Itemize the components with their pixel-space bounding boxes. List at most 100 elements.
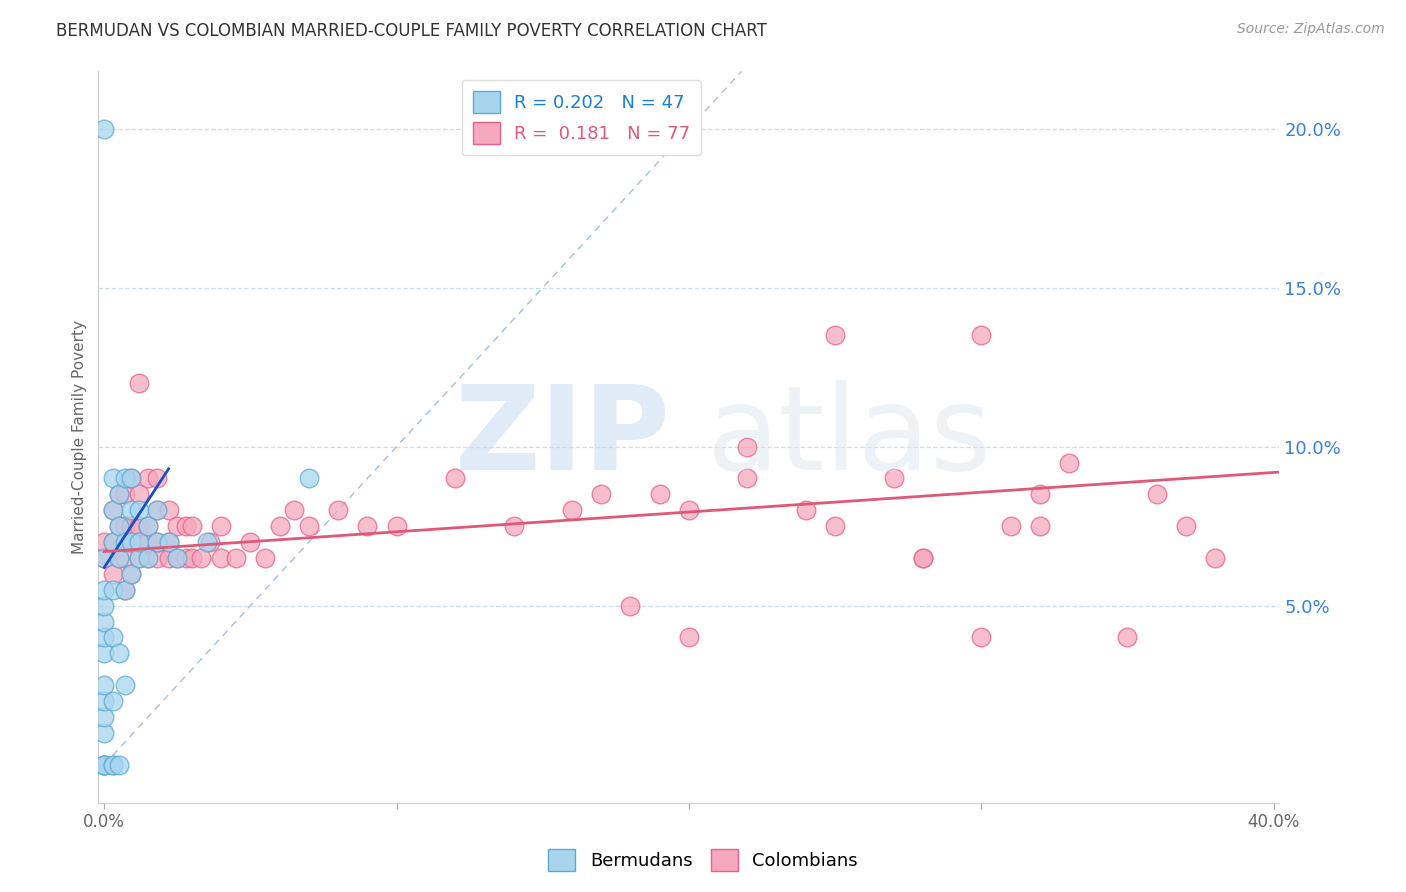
Point: [101, 566, 124, 581]
Point: [120, 471, 142, 485]
Point: [93, 757, 115, 772]
Point: [108, 487, 131, 501]
Point: [911, 550, 934, 565]
Point: [128, 503, 150, 517]
Point: [93, 726, 115, 740]
Point: [93, 646, 115, 660]
Point: [1204, 550, 1226, 565]
Point: [181, 550, 204, 565]
Point: [146, 535, 169, 549]
Point: [128, 550, 150, 565]
Point: [502, 519, 524, 533]
Point: [911, 550, 934, 565]
Point: [108, 646, 131, 660]
Point: [561, 503, 583, 517]
Point: [101, 503, 124, 517]
Text: Source: ZipAtlas.com: Source: ZipAtlas.com: [1237, 22, 1385, 37]
Point: [225, 550, 247, 565]
Point: [101, 471, 124, 485]
Point: [1057, 456, 1080, 470]
Point: [157, 535, 180, 549]
Text: BERMUDAN VS COLOMBIAN MARRIED-COUPLE FAMILY POVERTY CORRELATION CHART: BERMUDAN VS COLOMBIAN MARRIED-COUPLE FAM…: [56, 22, 768, 40]
Point: [136, 471, 159, 485]
Point: [108, 757, 131, 772]
Point: [648, 487, 671, 501]
Text: ZIP: ZIP: [456, 380, 671, 494]
Point: [93, 535, 115, 549]
Point: [678, 503, 700, 517]
Legend: Bermudans, Colombians: Bermudans, Colombians: [541, 842, 865, 879]
Point: [101, 757, 124, 772]
Point: [120, 471, 142, 485]
Point: [174, 519, 197, 533]
Point: [114, 582, 136, 597]
Point: [93, 599, 115, 613]
Point: [157, 503, 180, 517]
Point: [93, 631, 115, 645]
Point: [1029, 487, 1052, 501]
Point: [157, 535, 180, 549]
Point: [93, 694, 115, 708]
Text: atlas: atlas: [707, 380, 993, 494]
Point: [444, 471, 467, 485]
Point: [114, 535, 136, 549]
Point: [93, 678, 115, 692]
Point: [1116, 631, 1139, 645]
Point: [101, 535, 124, 549]
Point: [101, 631, 124, 645]
Point: [1146, 487, 1168, 501]
Point: [101, 757, 124, 772]
Point: [114, 582, 136, 597]
Point: [136, 535, 159, 549]
Point: [93, 121, 115, 136]
Point: [93, 550, 115, 565]
Point: [108, 519, 131, 533]
Point: [678, 631, 700, 645]
Point: [198, 535, 221, 549]
Point: [120, 566, 142, 581]
Point: [136, 550, 159, 565]
Point: [114, 471, 136, 485]
Point: [239, 535, 262, 549]
Point: [120, 535, 142, 549]
Point: [298, 471, 321, 485]
Point: [108, 519, 131, 533]
Point: [166, 550, 188, 565]
Point: [93, 710, 115, 724]
Point: [114, 550, 136, 565]
Point: [128, 535, 150, 549]
Point: [209, 519, 232, 533]
Point: [93, 582, 115, 597]
Point: [1000, 519, 1022, 533]
Point: [101, 582, 124, 597]
Point: [93, 615, 115, 629]
Point: [114, 487, 136, 501]
Point: [970, 328, 993, 343]
Point: [146, 503, 169, 517]
Point: [737, 471, 759, 485]
Point: [146, 550, 169, 565]
Point: [146, 471, 169, 485]
Point: [120, 519, 142, 533]
Point: [108, 487, 131, 501]
Point: [166, 519, 188, 533]
Point: [1174, 519, 1197, 533]
Point: [128, 535, 150, 549]
Point: [190, 550, 212, 565]
Point: [619, 599, 641, 613]
Legend: R = 0.202   N = 47, R =  0.181   N = 77: R = 0.202 N = 47, R = 0.181 N = 77: [461, 80, 702, 155]
Point: [128, 519, 150, 533]
Point: [283, 503, 305, 517]
Point: [101, 535, 124, 549]
Point: [824, 519, 846, 533]
Point: [120, 535, 142, 549]
Point: [114, 519, 136, 533]
Point: [93, 757, 115, 772]
Point: [93, 757, 115, 772]
Point: [120, 566, 142, 581]
Point: [737, 440, 759, 454]
Point: [181, 519, 204, 533]
Point: [108, 550, 131, 565]
Point: [166, 550, 188, 565]
Point: [101, 694, 124, 708]
